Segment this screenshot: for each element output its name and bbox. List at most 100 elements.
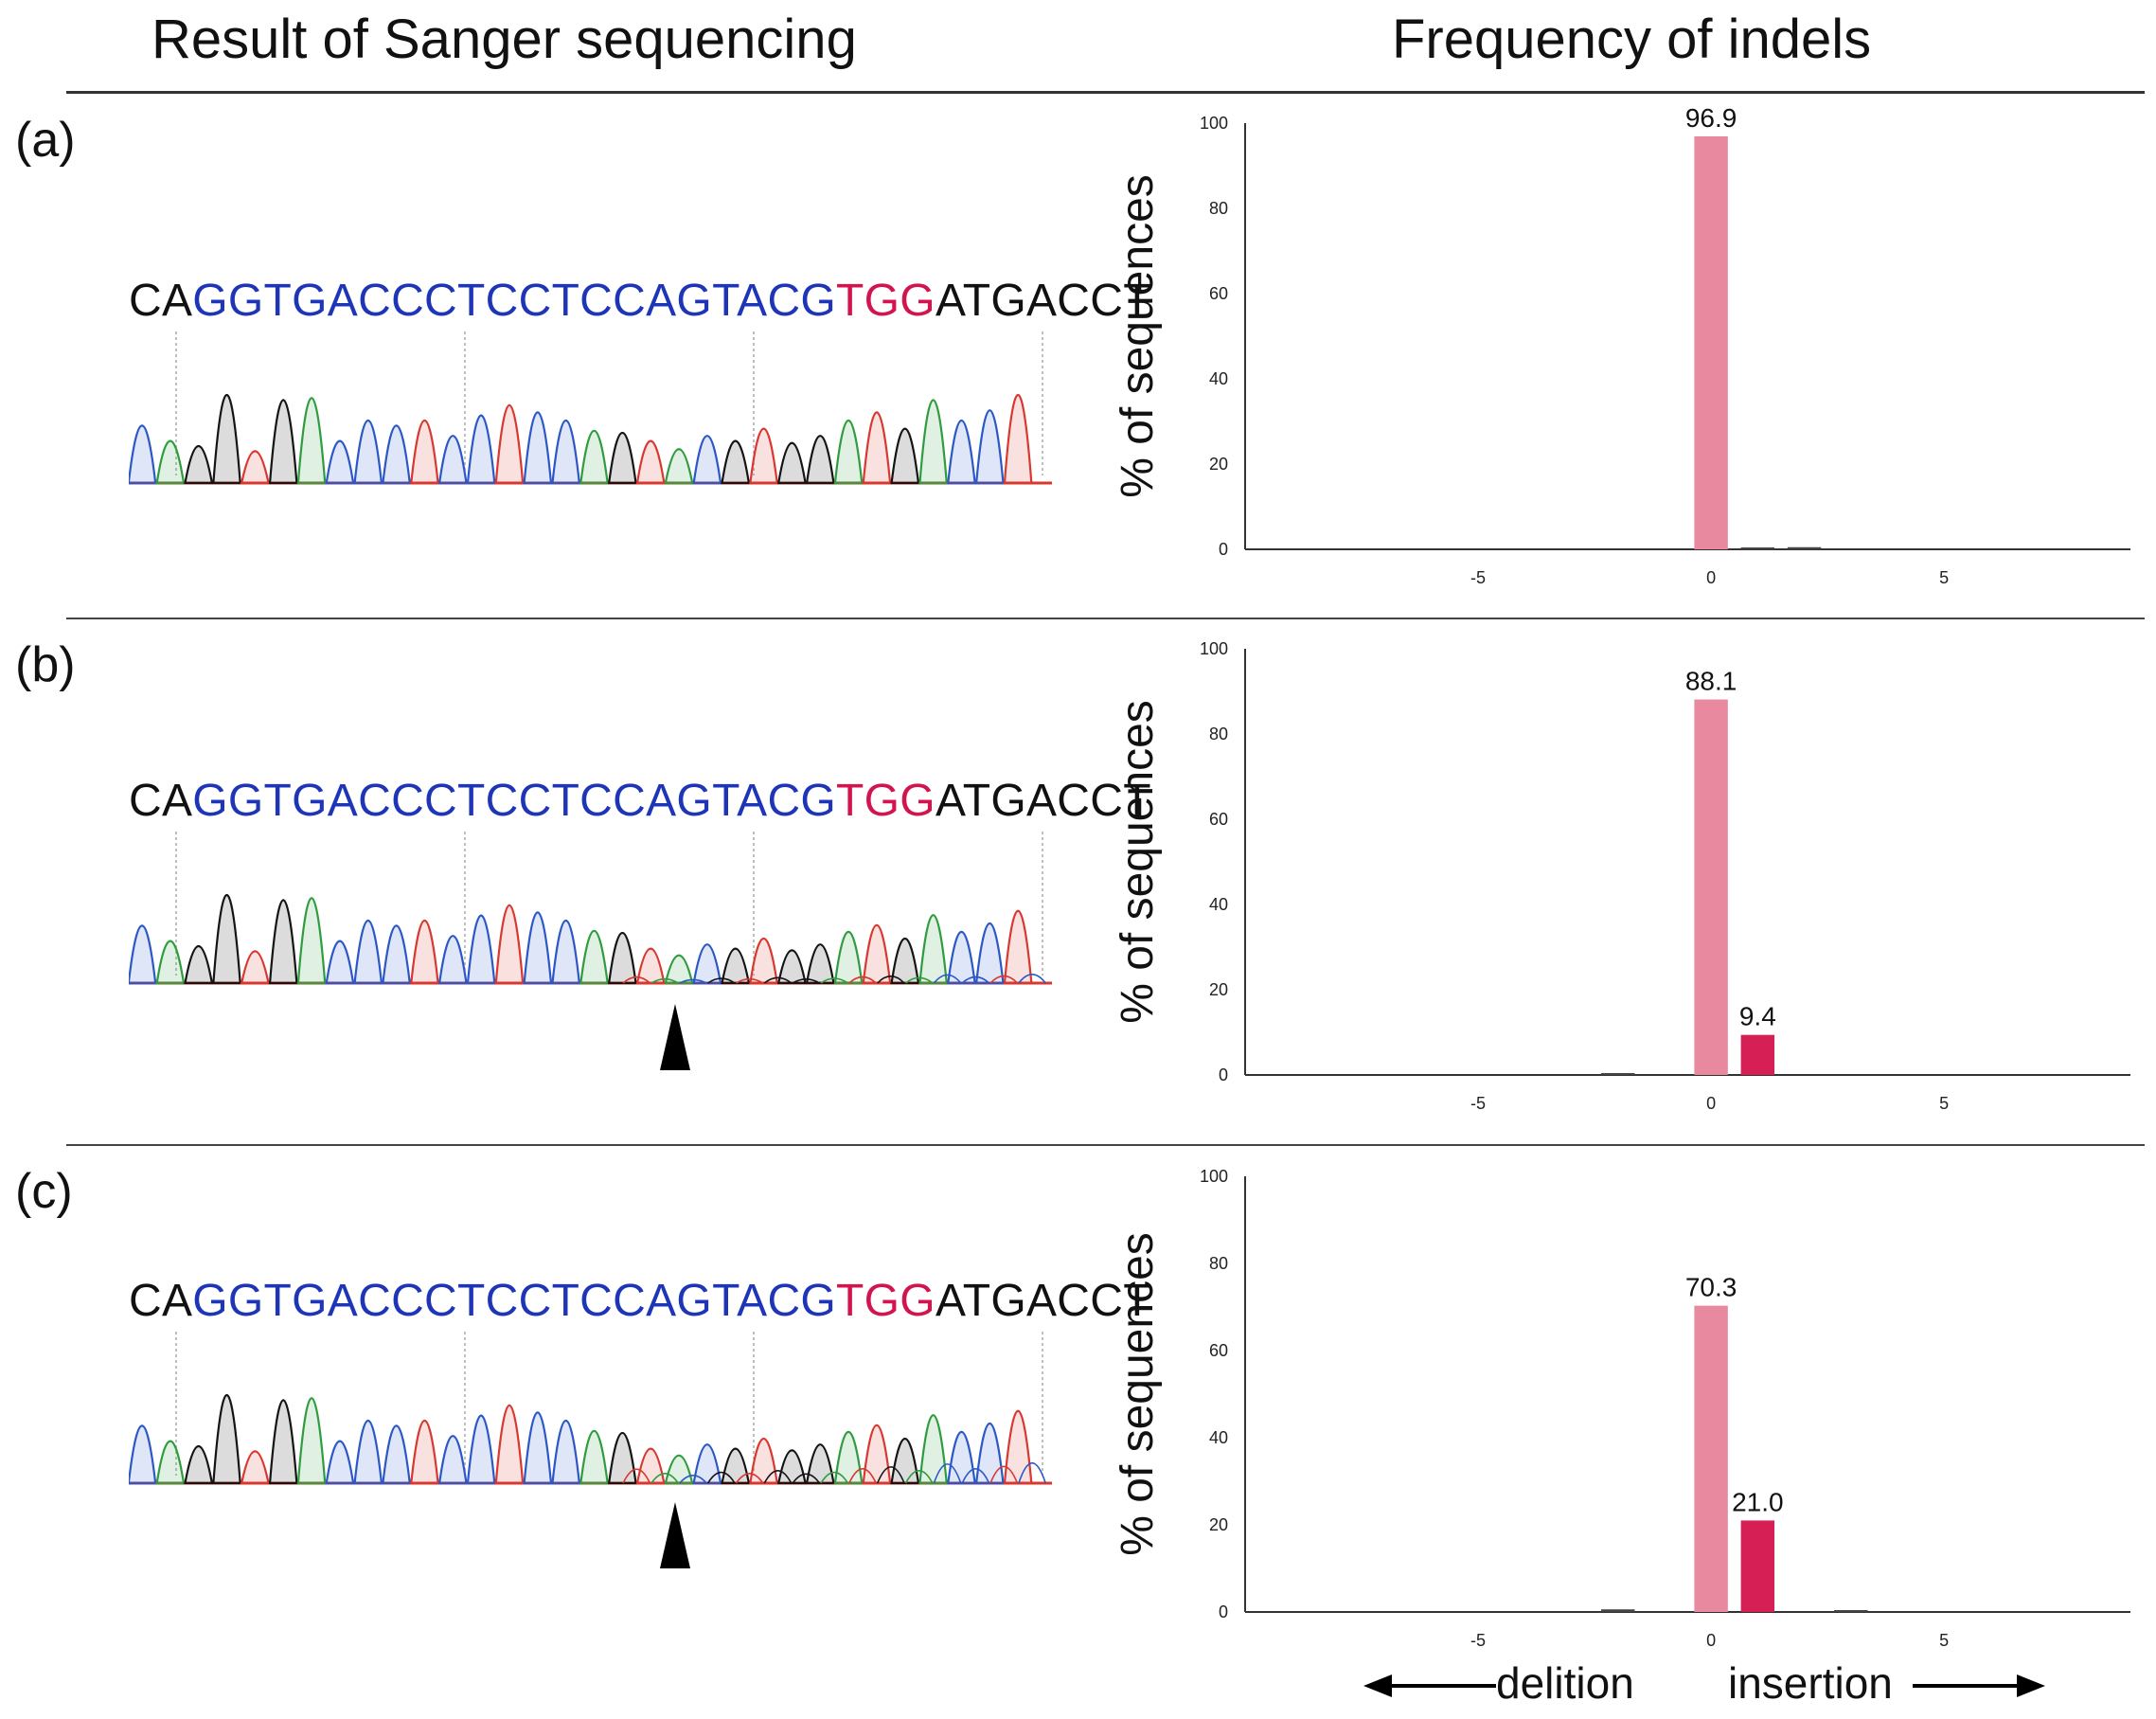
trace-peak <box>664 1454 694 1485</box>
trace-peak <box>240 950 270 985</box>
trace-secondary-peak <box>905 976 934 984</box>
trace-peak <box>240 1450 270 1485</box>
trace-peak <box>296 397 327 485</box>
x-tick-label: -5 <box>1470 568 1486 587</box>
trace-peak <box>833 931 864 985</box>
trace-peak <box>551 919 581 985</box>
bar-indel-1 <box>1740 547 1775 549</box>
trace-peak <box>494 1404 525 1485</box>
trace-peak <box>184 445 214 485</box>
y-tick-label: 80 <box>1209 199 1228 218</box>
trace-peak <box>353 419 383 485</box>
trace-peak <box>721 947 751 985</box>
sequence-pam: TGG <box>836 776 935 826</box>
trace-peak <box>947 1431 976 1485</box>
trace-peak <box>749 1437 779 1485</box>
trace-secondary-peak <box>933 1463 962 1484</box>
trace-peak <box>155 439 186 485</box>
x-tick-label: 0 <box>1706 1094 1716 1113</box>
trace-secondary-peak <box>848 976 877 984</box>
trace-peak <box>974 409 1005 485</box>
bar-indel-0 <box>1694 1305 1728 1612</box>
y-axis-title: % of sequences <box>1113 1232 1163 1556</box>
trace-peak <box>664 448 694 485</box>
sequence-text-c: CAGGTGACCCTCCTCCAGTACGTGGATGACCT <box>129 1275 1151 1327</box>
y-tick-label: 0 <box>1219 1065 1228 1084</box>
chart-a: 0 20 40 60 80 100 -5 0 5 % of sequences 96.9 <box>1113 103 2130 587</box>
trace-peak <box>692 1443 722 1485</box>
trace-secondary-peak <box>848 1468 877 1484</box>
trace-peak <box>129 424 157 485</box>
trace-peak <box>607 1432 637 1485</box>
trace-peak <box>523 411 553 485</box>
trace-secondary-peak <box>735 1473 764 1484</box>
right-column-title: Frequency of indels <box>1392 9 1872 70</box>
y-tick-label: 20 <box>1209 455 1228 474</box>
y-tick-label: 0 <box>1219 540 1228 559</box>
trace-secondary-peak <box>622 976 650 984</box>
trace-peak <box>410 919 439 985</box>
trace-secondary-peak <box>792 1473 821 1484</box>
y-tick-label: 40 <box>1209 1428 1228 1447</box>
trace-peak <box>833 419 864 485</box>
trace-peak <box>212 894 241 985</box>
y-tick-label: 20 <box>1209 980 1228 999</box>
x-tick-label: 5 <box>1939 1094 1949 1113</box>
sequence-prefix: CA <box>129 776 193 826</box>
bar-value-label: 9.4 <box>1739 1002 1776 1031</box>
bar-indel-2 <box>1787 546 1822 549</box>
trace-peak <box>918 1414 949 1485</box>
trace-peak <box>635 1447 666 1485</box>
trace-peak <box>296 897 327 985</box>
trace-peak <box>268 1399 298 1485</box>
chromatogram-c <box>129 1332 1052 1485</box>
trace-peak <box>155 1440 186 1485</box>
sequence-text-a: CAGGTGACCCTCCTCCAGTACGTGGATGACCT <box>129 275 1151 327</box>
trace-peak <box>579 430 609 485</box>
panel-label-b: (b) <box>15 637 76 692</box>
bar-indel--2 <box>1600 1073 1635 1075</box>
trace-peak <box>494 403 525 485</box>
trace-peak <box>692 435 722 485</box>
trace-peak <box>1003 394 1033 485</box>
trace-peak <box>749 937 779 985</box>
bar-indel-1 <box>1740 1520 1775 1612</box>
trace-peak <box>268 899 298 985</box>
trace-peak <box>635 439 666 485</box>
bar-indel-1 <box>1740 1034 1775 1075</box>
trace-peak <box>1003 1409 1033 1485</box>
trace-peak <box>579 930 609 985</box>
y-tick-label: 80 <box>1209 1254 1228 1273</box>
trace-peak <box>382 924 412 985</box>
trace-peak <box>974 1422 1005 1485</box>
trace-peak <box>129 1424 157 1485</box>
trace-peak <box>947 931 976 985</box>
trace-secondary-peak <box>622 1468 651 1484</box>
panel-label-a: (a) <box>15 113 76 168</box>
trace-peak <box>579 1430 609 1485</box>
insertion-label: insertion <box>1728 1658 1893 1708</box>
y-tick-label: 60 <box>1209 810 1228 829</box>
trace-peak <box>325 1440 355 1485</box>
trace-peak <box>353 919 383 985</box>
bar-indel-0 <box>1694 699 1728 1075</box>
trace-peak <box>749 427 778 485</box>
trace-peak <box>664 954 694 985</box>
y-tick-label: 20 <box>1209 1515 1228 1534</box>
trace-peak <box>551 1419 581 1485</box>
trace-peak <box>635 947 666 985</box>
bar-value-label: 96.9 <box>1685 103 1737 133</box>
x-tick-label: -5 <box>1470 1631 1486 1650</box>
trace-peak <box>437 935 468 985</box>
sequence-prefix: CA <box>129 276 193 326</box>
panel-divider-ab <box>66 618 2145 619</box>
trace-secondary-peak <box>679 1474 707 1484</box>
sequence-suffix: ATGACCT <box>935 776 1151 826</box>
trace-peak <box>692 943 722 985</box>
sequence-target: GGTGACCCTCCTCCAGTACG <box>192 276 837 326</box>
trace-peak <box>466 914 496 985</box>
header-divider <box>66 91 2145 94</box>
y-tick-label: 0 <box>1219 1603 1228 1621</box>
trace-secondary-peak <box>763 1470 793 1484</box>
trace-peak <box>184 945 214 985</box>
